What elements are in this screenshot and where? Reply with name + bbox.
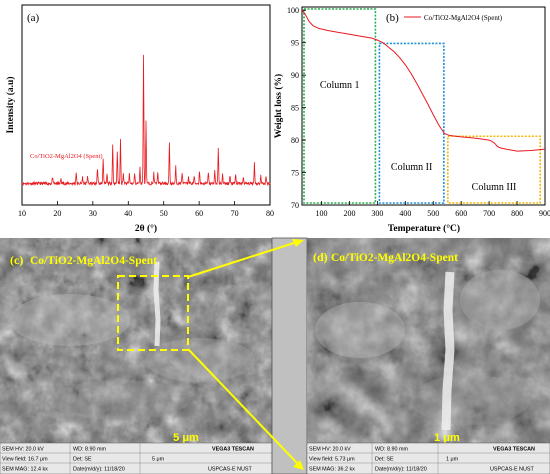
meta-mag-c: SEM MAG: 12.4 kx [2, 467, 48, 473]
tga-region-label-1: Column 1 [320, 80, 360, 91]
meta-vega-d: VEGA3 TESCAN [493, 447, 535, 453]
tga-legend: Co/TiO2-MgAl2O4 (Spent) [424, 14, 503, 22]
xrd-x-tick-label-2: 30 [89, 209, 97, 218]
tga-regions: Column 1 Column II Column III [303, 8, 542, 204]
sem-panel-label-d: (d) [313, 250, 328, 264]
xrd-x-label: 2θ (°) [135, 223, 157, 234]
zoom-connector-bottom [187, 348, 298, 464]
xrd-x-tick-label-3: 40 [124, 209, 132, 218]
sem-panel-label-c: (c) [10, 253, 23, 267]
meta-field-c: View field: 16.7 μm [2, 457, 48, 463]
zoom-arrowhead-bottom [293, 460, 304, 470]
tga-region-box-1 [303, 8, 377, 204]
meta-wd-d: WD: 8.90 mm [375, 447, 408, 453]
xrd-x-tick-label-5: 60 [195, 209, 203, 218]
panel-label-b: (b) [386, 12, 399, 24]
tga-region-box-3 [447, 135, 542, 204]
tga-region-label-3: Column III [472, 182, 517, 193]
zoom-connectors [187, 239, 304, 470]
tga-x-tick-label-5: 600 [455, 209, 467, 218]
tga-x-tick-label-4: 500 [427, 209, 439, 218]
tga-x-tick-label-8: 900 [539, 209, 550, 218]
zoom-connector-top [187, 241, 298, 278]
meta-vega-c: VEGA3 TESCAN [212, 447, 254, 453]
sem-metadata-c: SEM HV: 20.0 kV WD: 8.90 mm VEGA3 TESCAN… [0, 442, 273, 474]
meta-field-d: View field: 5.73 μm [309, 457, 355, 463]
zoom-arrowhead-top [292, 239, 304, 247]
meta-scale-d: 1 μm [446, 457, 459, 463]
meta-org-d: USPCAS-E NUST [490, 467, 534, 473]
zoom-region-box [117, 275, 189, 351]
tga-x-tick-label-2: 300 [371, 209, 383, 218]
tga-x-label: Temperature (°C) [388, 223, 460, 234]
sem-metadata-d: SEM HV: 20.0 kV WD: 8.90 mm VEGA3 TESCAN… [306, 442, 550, 474]
tga-y-tick-label-5: 95 [291, 39, 299, 48]
scale-label-c: 5 μm [173, 432, 199, 444]
nanofiber-d [441, 271, 455, 431]
meta-org-c: USPCAS-E NUST [208, 467, 252, 473]
xrd-x-axis: 10 20 30 40 50 60 70 80 [18, 201, 274, 218]
tga-y-tick-label-0: 70 [291, 201, 299, 210]
meta-date-d: Date(m/d/y): 11/18/20 [375, 467, 427, 473]
tga-y-tick-label-3: 85 [291, 104, 299, 113]
meta-mag-d: SEM MAG: 36.2 kx [309, 467, 355, 473]
tga-x-tick-label-1: 200 [343, 209, 355, 218]
tga-y-tick-label-4: 90 [291, 71, 299, 80]
meta-hv-c: SEM HV: 20.0 kV [2, 447, 44, 453]
meta-det-d: Det: SE [375, 457, 394, 463]
xrd-x-tick-label-0: 10 [18, 209, 26, 218]
meta-det-c: Det: SE [73, 457, 92, 463]
xrd-x-tick-label-1: 20 [53, 209, 61, 218]
xrd-x-tick-label-7: 80 [266, 209, 274, 218]
panel-divider [271, 237, 308, 474]
sem-image-d [307, 238, 550, 474]
nanofiber-c [153, 261, 161, 347]
xrd-pattern-line [21, 54, 271, 187]
tga-x-tick-label-3: 400 [399, 209, 411, 218]
tga-plot-frame [301, 6, 546, 206]
sem-title-d: Co/TiO2-MgAl2O4-Spent [331, 252, 458, 264]
tga-curve [301, 9, 546, 152]
tga-region-box-2 [378, 42, 445, 204]
tga-x-tick-label-6: 700 [483, 209, 495, 218]
tga-y-tick-label-6: 100 [287, 6, 299, 15]
sem-title-c: Co/TiO2-MgAl2O4-Spent [30, 255, 157, 267]
meta-scale-c: 5 μm [152, 457, 165, 463]
xrd-x-tick-label-4: 50 [160, 209, 168, 218]
tga-y-tick-label-1: 75 [291, 169, 299, 178]
tga-x-tick-label-0: 100 [316, 209, 328, 218]
tga-axes: 100 200 300 400 500 600 700 800 900 70 75 80 85 90 95 1… [287, 6, 550, 218]
meta-date-c: Date(m/d/y): 11/18/20 [73, 467, 125, 473]
panel-label-a: (a) [27, 12, 40, 24]
tga-y-label: Weight loss (%) [273, 74, 284, 138]
meta-hv-d: SEM HV: 20.0 kV [309, 447, 351, 453]
tga-x-tick-label-7: 800 [511, 209, 523, 218]
meta-wd-c: WD: 8.90 mm [73, 447, 106, 453]
xrd-chart: 10 20 30 40 50 60 70 80 (a) Co/TiO2-MgAl2O4 (Sp… [5, 4, 274, 234]
xrd-plot-frame [21, 4, 271, 206]
xrd-legend: Co/TiO2-MgAl2O4 (Spent) [30, 153, 103, 160]
tga-y-tick-label-2: 80 [291, 136, 299, 145]
xrd-x-tick-label-6: 70 [231, 209, 239, 218]
xrd-y-label: Intensity (a.u) [5, 76, 16, 133]
tga-region-label-2: Column II [391, 162, 432, 173]
tga-chart: Column 1 Column II Column III 100 200 300 400… [273, 6, 550, 234]
sem-image-c [0, 238, 272, 474]
scale-label-d: 1 μm [434, 432, 460, 444]
